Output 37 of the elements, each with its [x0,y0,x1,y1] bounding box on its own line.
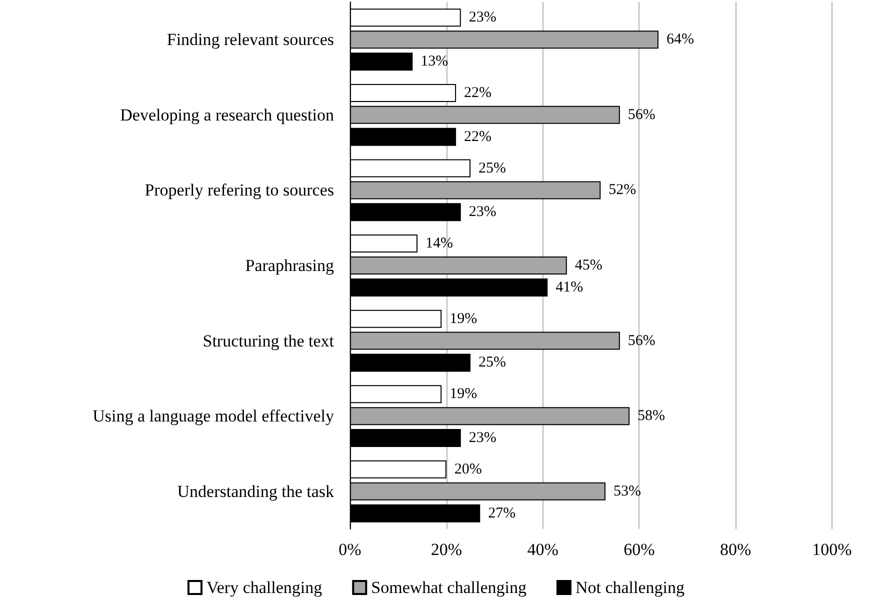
legend-label: Not challenging [575,578,686,597]
data-label: 22% [464,128,492,145]
data-label: 23% [468,10,496,26]
y-tick-label: Properly refering to sources [144,180,334,200]
data-label: 25% [478,354,506,371]
data-label: 58% [638,408,666,424]
data-label: 19% [450,386,478,402]
data-label: 64% [666,32,694,48]
y-tick-label: Understanding the task [177,482,334,501]
data-label: 20% [454,461,482,478]
x-tick-label: 40% [527,540,558,559]
x-tick-label: 0% [338,540,362,559]
y-tick-label: Paraphrasing [245,256,334,275]
data-label: 14% [425,236,453,252]
data-label: 27% [488,505,516,522]
data-label: 13% [420,54,448,70]
data-label: 23% [468,430,496,446]
data-label: 52% [608,182,636,198]
data-label: 22% [464,84,492,101]
data-label: 23% [468,204,496,220]
data-label: 25% [478,160,506,176]
data-label: 53% [613,483,641,500]
data-label: 19% [450,310,478,327]
x-tick-label: 60% [624,540,655,559]
x-tick-label: 20% [430,540,462,559]
y-tick-label: Developing a research question [120,105,334,124]
x-tick-label: 80% [720,540,752,559]
data-label: 45% [574,258,602,274]
y-tick-label: Structuring the text [202,331,334,350]
data-label: 56% [628,106,656,123]
legend-label: Very challenging [206,578,323,597]
y-tick-label: Finding relevant sources [166,30,334,50]
y-tick-label: Using a language model effectively [92,406,334,426]
data-label: 41% [556,279,584,296]
data-label: 56% [628,332,656,349]
x-tick-label: 100% [812,540,852,559]
legend-label: Somewhat challenging [371,578,527,597]
